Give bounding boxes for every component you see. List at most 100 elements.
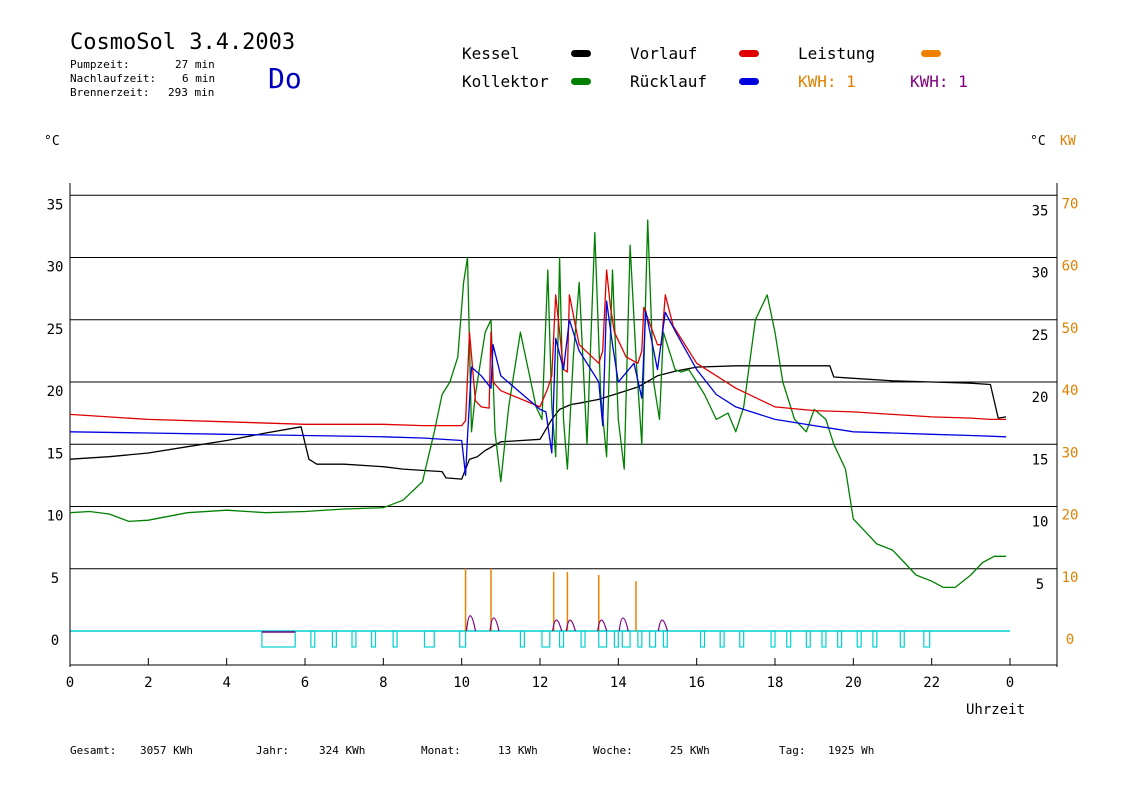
kwh-bump-5 [618,617,629,632]
pump-pulse-26 [856,630,862,648]
app-title: CosmoSol 3.4.2003 [70,30,296,55]
y-right-c-tick-20: 20 [1032,390,1049,406]
footer-tag-value: 1925 Wh [828,744,875,757]
y-right-c-tick-15: 15 [1032,452,1049,468]
kwh-bump-0 [465,615,477,632]
pump-pulse-16 [649,630,657,648]
x-axis-label: Uhrzeit [966,702,1026,718]
legend-kessel-swatch [571,50,591,57]
stat-value-1: 6 min [182,72,216,85]
y-right-kw-tick-30: 30 [1062,445,1079,461]
pump-pulse-14 [621,630,631,648]
pump-pulse-0 [261,630,296,648]
y-right-kw-tick-0: 0 [1066,632,1074,648]
pump-pulse-21 [770,630,776,648]
legend-leistung-swatch [921,50,941,57]
x-tick-label-11: 22 [923,675,940,691]
pump-pulse-1 [310,630,316,648]
pump-pulse-11 [580,630,586,648]
y-right-c-tick-35: 35 [1032,203,1049,219]
y-left-tick-5: 5 [51,571,59,587]
y-left-tick-10: 10 [47,509,64,525]
pump-pulse-17 [662,630,668,648]
kwh-bump-4 [597,619,608,632]
pump-pulse-12 [598,630,608,648]
right-unit-c-label: °C [1030,134,1046,149]
x-tick-label-5: 10 [453,675,470,691]
y-right-c-tick-10: 10 [1032,515,1049,531]
right-unit-kw-label: KW [1060,134,1076,149]
kwh-bump-1 [489,617,500,632]
pump-pulse-27 [872,630,878,648]
footer-woche-value: 25 KWh [670,744,710,757]
kwh-bump-6 [657,619,668,632]
pump-pulse-8 [519,630,525,648]
pump-pulse-4 [370,630,377,648]
footer-gesamt-label: Gesamt: [70,744,117,757]
legend-ruecklauf-label: Rücklauf [630,72,708,91]
legend-vorlauf-swatch [739,50,759,57]
pump-pulse-25 [837,630,843,648]
pump-pulse-29 [923,630,931,648]
y-right-c-tick-25: 25 [1032,328,1049,344]
pump-pulse-19 [719,630,725,648]
pump-pulse-20 [739,630,745,648]
y-right-kw-tick-70: 70 [1062,196,1079,212]
legend-kollektor-label: Kollektor [462,72,549,91]
x-tick-label-9: 18 [767,675,784,691]
series-line-2 [69,269,1007,427]
legend-vorlauf-label: Vorlauf [630,44,698,63]
pump-pulse-9 [541,630,551,648]
y-left-tick-25: 25 [47,322,64,338]
x-tick-label-10: 20 [845,675,862,691]
pump-pulse-23 [805,630,811,648]
footer-monat-value: 13 KWh [498,744,538,757]
series-line-0 [69,365,1007,480]
x-tick-label-3: 6 [301,675,309,691]
legend-kwh-purple: KWH: 1 [910,72,968,91]
pump-pulse-28 [899,630,905,648]
series-line-1 [69,219,1007,589]
pump-pulse-22 [786,630,792,648]
legend-kessel-label: Kessel [462,44,520,63]
pump-pulse-6 [423,630,435,648]
footer-tag-label: Tag: [779,744,806,757]
stat-label-0: Pumpzeit: [70,58,130,71]
pump-pulse-2 [331,630,337,648]
legend-ruecklauf-swatch [739,78,759,85]
y-left-tick-30: 30 [47,260,64,276]
pump-pulse-7 [459,630,467,648]
pump-pulse-24 [821,630,827,648]
legend-leistung-label: Leistung [798,44,876,63]
footer-monat-label: Monat: [421,744,461,757]
stat-value-0: 27 min [175,58,215,71]
x-tick-label-1: 2 [144,675,152,691]
stat-label-2: Brennerzeit: [70,86,150,99]
x-tick-label-2: 4 [222,675,230,691]
y-left-tick-0: 0 [51,633,59,649]
x-tick-label-12: 0 [1006,675,1014,691]
day-label: Do [268,62,302,95]
legend-kollektor-swatch [571,78,591,85]
x-tick-label-4: 8 [379,675,387,691]
pump-pulse-18 [699,630,706,648]
pump-pulse-10 [558,630,565,648]
y-right-kw-tick-50: 50 [1062,321,1079,337]
x-tick-label-6: 12 [532,675,549,691]
y-right-kw-tick-60: 60 [1062,259,1079,275]
pump-pulse-3 [351,630,357,648]
y-left-tick-15: 15 [47,446,64,462]
pump-pulse-13 [613,630,619,648]
y-left-tick-35: 35 [47,197,64,213]
legend-kwh-orange: KWH: 1 [798,72,856,91]
footer-gesamt-value: 3057 KWh [140,744,193,757]
x-tick-label-7: 14 [610,675,627,691]
kwh-bump-3 [565,619,576,632]
stat-value-2: 293 min [168,86,215,99]
footer-jahr-label: Jahr: [256,744,290,757]
y-right-kw-tick-40: 40 [1062,383,1079,399]
x-tick-label-0: 0 [66,675,74,691]
kwh-bump-2 [552,619,563,632]
footer-jahr-value: 324 KWh [319,744,366,757]
